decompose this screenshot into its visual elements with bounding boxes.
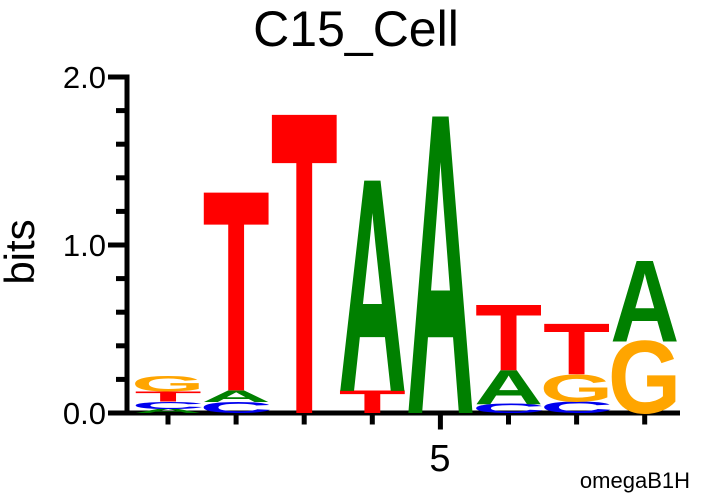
- y-minor-tick: [116, 376, 127, 382]
- logo-letter-A-pos5: A: [406, 24, 475, 496]
- xtick-label-5: 5: [429, 438, 450, 480]
- logo-letter-C-pos2: C: [200, 399, 273, 417]
- ytick-label-1: 1.0: [63, 228, 106, 263]
- logo-letter-G-pos8: G: [608, 320, 681, 436]
- x-minor-tick: [574, 415, 580, 425]
- x-minor-tick: [506, 415, 511, 425]
- logo-letter-T-pos2: T: [203, 131, 270, 452]
- y-major-tick: [108, 242, 127, 248]
- y-minor-tick: [116, 108, 127, 114]
- x-minor-tick: [165, 415, 171, 425]
- logo-letter-C-pos7: C: [540, 398, 613, 416]
- y-minor-tick: [116, 141, 127, 147]
- logo-letter-G-pos1: G: [131, 371, 204, 396]
- logo-letter-A-pos8: A: [610, 235, 679, 366]
- y-minor-tick: [116, 208, 127, 214]
- logo-letter-A-pos2: A: [202, 387, 271, 406]
- ytick-label-2: 2.0: [63, 60, 106, 95]
- logo-letter-G-pos7: G: [540, 367, 613, 410]
- x-minor-tick: [301, 415, 307, 425]
- logo-letter-T-pos6: T: [475, 284, 542, 390]
- logo-letter-T-pos4: T: [339, 384, 406, 420]
- y-axis-label: bits: [0, 219, 43, 284]
- x-minor-tick: [369, 415, 375, 425]
- y-minor-tick: [116, 309, 127, 315]
- x-axis-line: [124, 410, 680, 416]
- x-minor-tick: [642, 415, 648, 425]
- logo-letter-C-pos1: C: [131, 400, 204, 411]
- y-major-tick: [108, 74, 127, 80]
- y-minor-tick: [116, 276, 127, 282]
- y-major-tick: [108, 410, 127, 416]
- x-minor-tick: [233, 415, 239, 425]
- ytick-label-0: 0.0: [63, 396, 106, 431]
- x-major-tick: [437, 415, 443, 430]
- logo-letter-A-pos4: A: [338, 114, 407, 455]
- logo-letter-T-pos1: T: [134, 388, 201, 405]
- logo-letter-T-pos7: T: [543, 308, 610, 390]
- logo-letter-A-pos1: A: [134, 408, 203, 415]
- logo-letter-T-pos3: T: [271, 22, 338, 496]
- chart-title: C15_Cell: [253, 1, 459, 57]
- watermark-label: omegaB1H: [580, 468, 690, 493]
- logo-letter-A-pos6: A: [474, 360, 543, 415]
- y-minor-tick: [116, 343, 127, 349]
- logo-letter-C-pos6: C: [472, 401, 545, 416]
- axes: [108, 74, 680, 430]
- y-minor-tick: [116, 175, 127, 181]
